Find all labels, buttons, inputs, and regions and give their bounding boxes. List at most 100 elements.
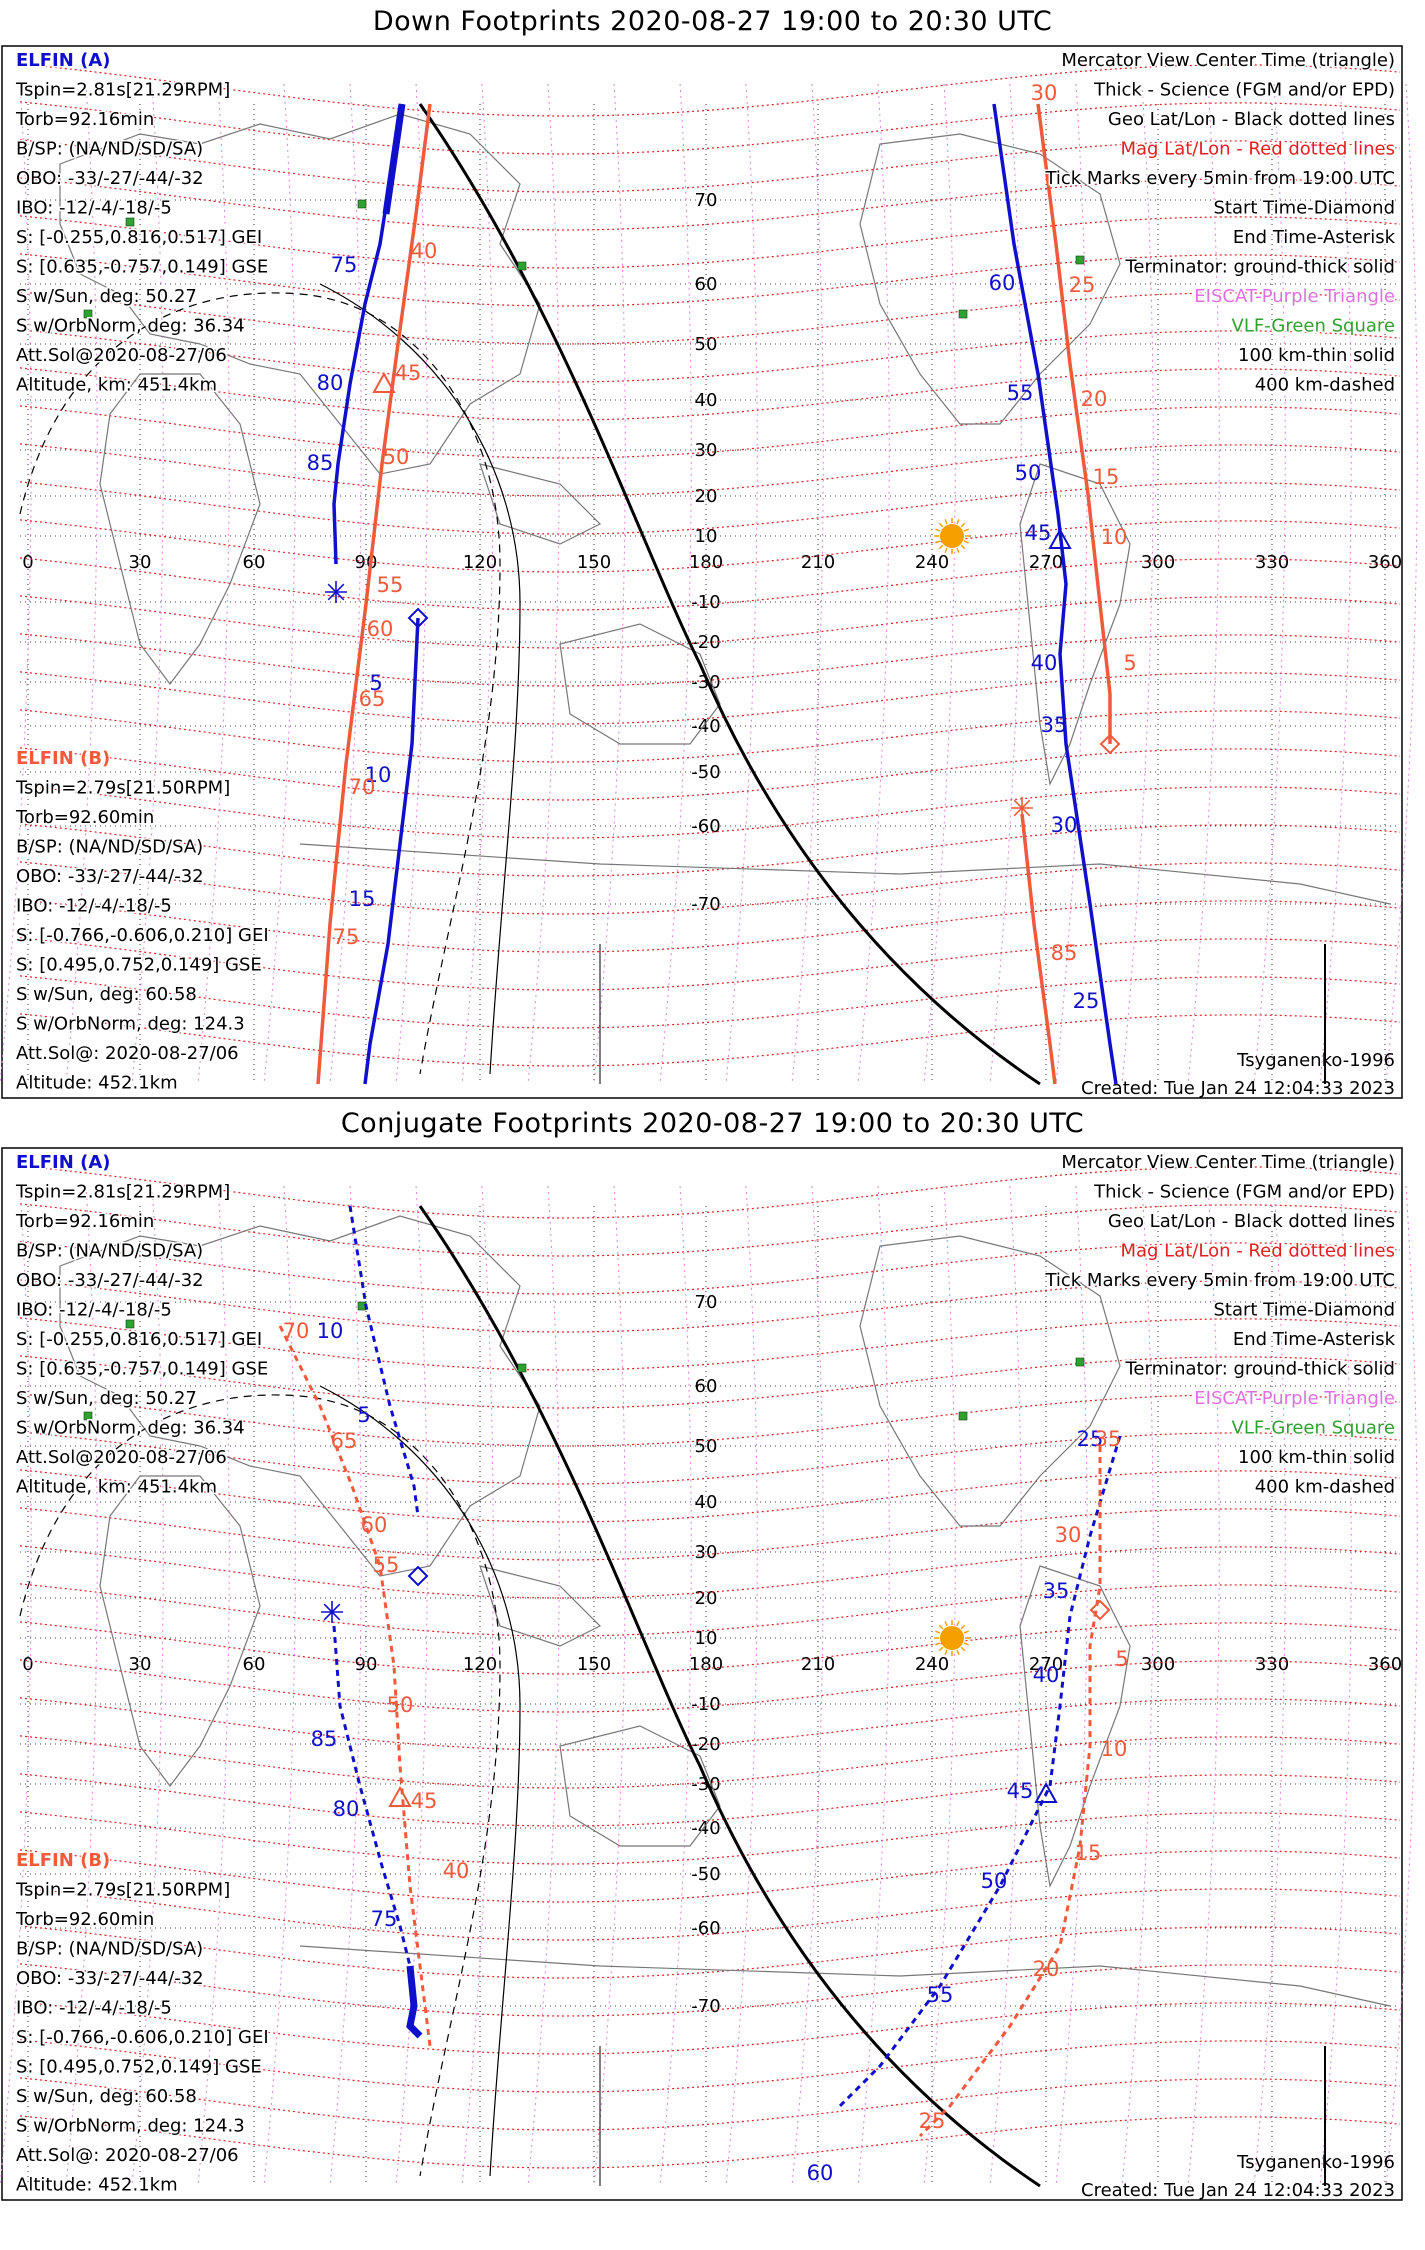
track-time-label: 45: [1007, 1779, 1034, 1803]
track-time-label: 5: [1123, 651, 1136, 675]
lat-tick-label: -40: [691, 1818, 720, 1839]
mag-lon-line: [791, 83, 824, 1085]
legend-entry: 100 km-thin solid: [1238, 1447, 1395, 1468]
lon-tick-label: 360: [1368, 1654, 1402, 1675]
sun-ray: [963, 528, 969, 532]
lon-tick-label: 360: [1368, 552, 1402, 573]
legend-entry: VLF-Green Square: [1232, 316, 1395, 337]
legend-entry: VLF-Green Square: [1232, 1418, 1395, 1439]
legend-entry: End Time-Asterisk: [1233, 1329, 1396, 1350]
legend-entry: Tick Marks every 5min from 19:00 UTC: [1044, 168, 1395, 189]
coastline: [559, 623, 721, 745]
center-time-triangle: [388, 1785, 412, 1807]
elfin-b-track-2: [1036, 103, 1112, 744]
mag-lon-line: [725, 1185, 758, 2187]
vlf-station-square: [83, 309, 93, 319]
coastline: [299, 1945, 1391, 2007]
elfin-a-track-1-thick: [382, 103, 406, 215]
mag-lat-line: [19, 63, 1401, 117]
legend-entry: Mag Lat/Lon - Red dotted lines: [1120, 1241, 1395, 1262]
track-time-label: 15: [1075, 1841, 1102, 1865]
sun-ray: [956, 1621, 960, 1627]
sun-ray: [960, 544, 966, 550]
lat-tick-label: 20: [695, 1588, 718, 1609]
sun-ray: [938, 1624, 944, 1630]
sun-ray: [963, 1642, 969, 1646]
legend-entry: 400 km-dashed: [1255, 375, 1395, 396]
mag-lon-line: [527, 1185, 560, 2187]
track-time-label: 15: [349, 887, 376, 911]
info-text-elfin-a: S w/Sun, deg: 50.27: [16, 1388, 197, 1409]
coastline: [479, 463, 602, 545]
lon-tick-label: 150: [577, 552, 611, 573]
track-time-label: 35: [1095, 1427, 1122, 1451]
info-text-elfin-b: S w/OrbNorm, deg: 124.3: [16, 2116, 245, 2137]
info-text-elfin-a: S: [0.635,-0.757,0.149] GSE: [16, 1359, 268, 1380]
track-time-label: 45: [1025, 521, 1052, 545]
lon-tick-label: 60: [243, 552, 266, 573]
track-time-label: 85: [1051, 941, 1078, 965]
info-text-elfin-b: Att.Sol@: 2020-08-27/06: [16, 1043, 239, 1064]
mag-lon-line: [395, 1185, 428, 2187]
sun-ray: [935, 540, 941, 544]
info-text-elfin-b: ELFIN (B): [16, 748, 110, 769]
vlf-station-square: [357, 199, 367, 209]
mag-lat-line: [19, 1355, 1401, 1409]
legend-entry: Mercator View Center Time (triangle): [1061, 50, 1395, 71]
mag-lat-line: [19, 405, 1401, 459]
terminator-400km: [19, 292, 501, 1075]
coastline: [59, 113, 541, 475]
map-panel-down: 0 30 60 90 120 150 180 210 240 270 300 330 360706050…: [0, 45, 1418, 1099]
legend-entry: Start Time-Diamond: [1213, 1300, 1395, 1321]
track-time-label: 55: [927, 1983, 954, 2007]
lat-tick-label: 10: [695, 526, 718, 547]
track-time-label: 65: [359, 687, 386, 711]
info-text-elfin-a: S: [-0.255,0.816,0.517] GEI: [16, 227, 262, 248]
track-time-label: 60: [367, 617, 394, 641]
mag-lat-line: [19, 519, 1401, 573]
lat-tick-label: 70: [695, 190, 718, 211]
mag-lon-line: [1187, 83, 1220, 1085]
mag-lat-line: [19, 595, 1401, 649]
lon-tick-label: 210: [801, 552, 835, 573]
mag-lon-line: [989, 1185, 1022, 2187]
terminator-100km: [319, 1385, 521, 2177]
lon-tick-label: 330: [1255, 552, 1289, 573]
mag-lat-line: [19, 1659, 1401, 1713]
legend-entry: Thick - Science (FGM and/or EPD): [1093, 80, 1395, 101]
lat-tick-label: -50: [691, 1864, 720, 1885]
mag-lon-line: [527, 83, 560, 1085]
mag-lat-line: [19, 671, 1401, 725]
lon-tick-label: 270: [1029, 552, 1063, 573]
sun-ray: [963, 540, 969, 544]
elfin-a-track-3: [992, 103, 1118, 1085]
elfin-a-track-1: [332, 103, 404, 565]
legend-entry: Geo Lat/Lon - Black dotted lines: [1108, 1211, 1395, 1232]
info-text-elfin-a: OBO: -33/-27/-44/-32: [16, 1270, 204, 1291]
legend-entry: Mercator View Center Time (triangle): [1061, 1152, 1395, 1173]
info-text-elfin-a: ELFIN (A): [16, 50, 110, 71]
track-time-label: 50: [1015, 461, 1042, 485]
info-text-elfin-a: Altitude, km: 451.4km: [16, 1477, 217, 1498]
legend-entry: EISCAT-Purple Triangle: [1194, 1388, 1395, 1409]
track-time-label: 35: [1043, 1579, 1070, 1603]
legend-entry: Terminator: ground-thick solid: [1124, 257, 1395, 278]
info-text-elfin-b: ELFIN (B): [16, 1850, 110, 1871]
legend-entry: EISCAT-Purple Triangle: [1194, 286, 1395, 307]
track-time-label: 60: [989, 271, 1016, 295]
lat-tick-label: 30: [695, 1542, 718, 1563]
info-text-elfin-a: S: [0.635,-0.757,0.149] GSE: [16, 257, 268, 278]
sun-ray: [944, 519, 948, 525]
lat-tick-label: -60: [691, 816, 720, 837]
lon-tick-label: 180: [689, 1654, 723, 1675]
info-text-elfin-b: S w/Sun, deg: 60.58: [16, 2086, 197, 2107]
track-time-label: 55: [377, 573, 404, 597]
sun-ray: [938, 544, 944, 550]
map-panel-conjugate: 0 30 60 90 120 150 180 210 240 270 300 330 360 70 60 50…: [0, 1147, 1418, 2201]
terminator-100km: [319, 283, 521, 1075]
sun-ray: [956, 1649, 960, 1655]
track-time-label: 5: [1115, 1647, 1128, 1671]
mag-lat-line: [19, 823, 1401, 877]
track-time-label: 20: [1081, 387, 1108, 411]
vlf-station-square: [1075, 255, 1085, 265]
